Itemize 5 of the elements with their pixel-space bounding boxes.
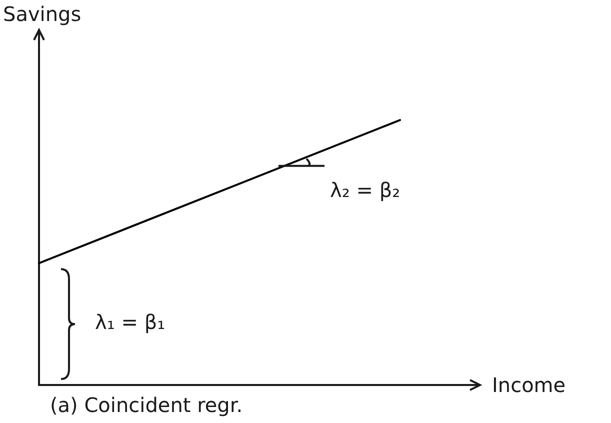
y-axis-title: Savings [3, 2, 82, 26]
annotation: λ₁ = β₁ [95, 310, 166, 334]
x-axis-title: Income [492, 373, 566, 397]
annotation: λ₂ = β₂ [330, 178, 400, 202]
text: (a) Coincident regr. [50, 393, 243, 417]
